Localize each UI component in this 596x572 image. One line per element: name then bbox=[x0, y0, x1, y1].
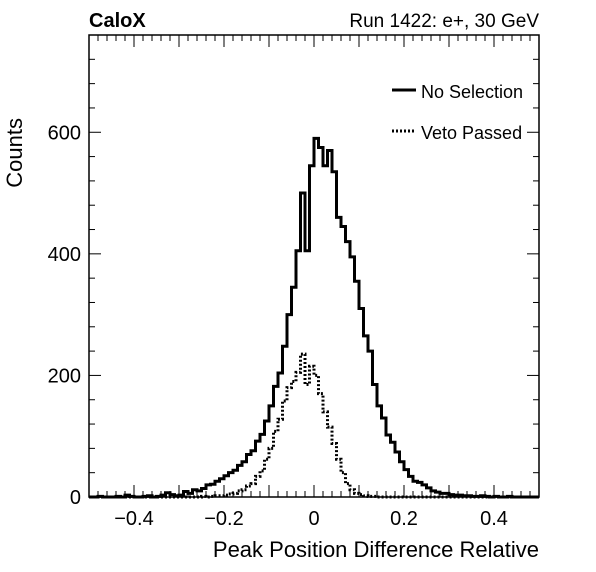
series-veto-passed bbox=[89, 352, 539, 499]
x-axis-title: Peak Position Difference Relative bbox=[213, 537, 539, 562]
run-info-label: Run 1422: e+, 30 GeV bbox=[349, 11, 539, 32]
series-no-selection bbox=[89, 136, 539, 499]
y-tick-label: 200 bbox=[48, 365, 81, 387]
plot-frame bbox=[88, 34, 540, 498]
y-axis-title: Counts bbox=[2, 118, 27, 188]
legend-label-veto-passed: Veto Passed bbox=[421, 123, 522, 143]
legend-label-no-selection: No Selection bbox=[421, 82, 523, 102]
x-tick-label: −0.4 bbox=[114, 508, 153, 530]
y-tick-label: 400 bbox=[48, 244, 81, 266]
legend: No Selection Veto Passed bbox=[392, 82, 523, 143]
x-tick-label: 0.2 bbox=[390, 508, 418, 530]
axis-ticks bbox=[88, 35, 540, 498]
x-tick-label: −0.2 bbox=[204, 508, 243, 530]
y-tick-label: 0 bbox=[70, 487, 81, 509]
series-layer bbox=[89, 136, 539, 499]
x-tick-label: 0 bbox=[308, 508, 319, 530]
x-tick-label: 0.4 bbox=[480, 508, 508, 530]
y-tick-label: 600 bbox=[48, 122, 81, 144]
axis-tick-labels: −0.4 −0.2 0 0.2 0.4 0 200 400 600 bbox=[48, 122, 508, 530]
experiment-label: CaloX bbox=[89, 10, 146, 32]
